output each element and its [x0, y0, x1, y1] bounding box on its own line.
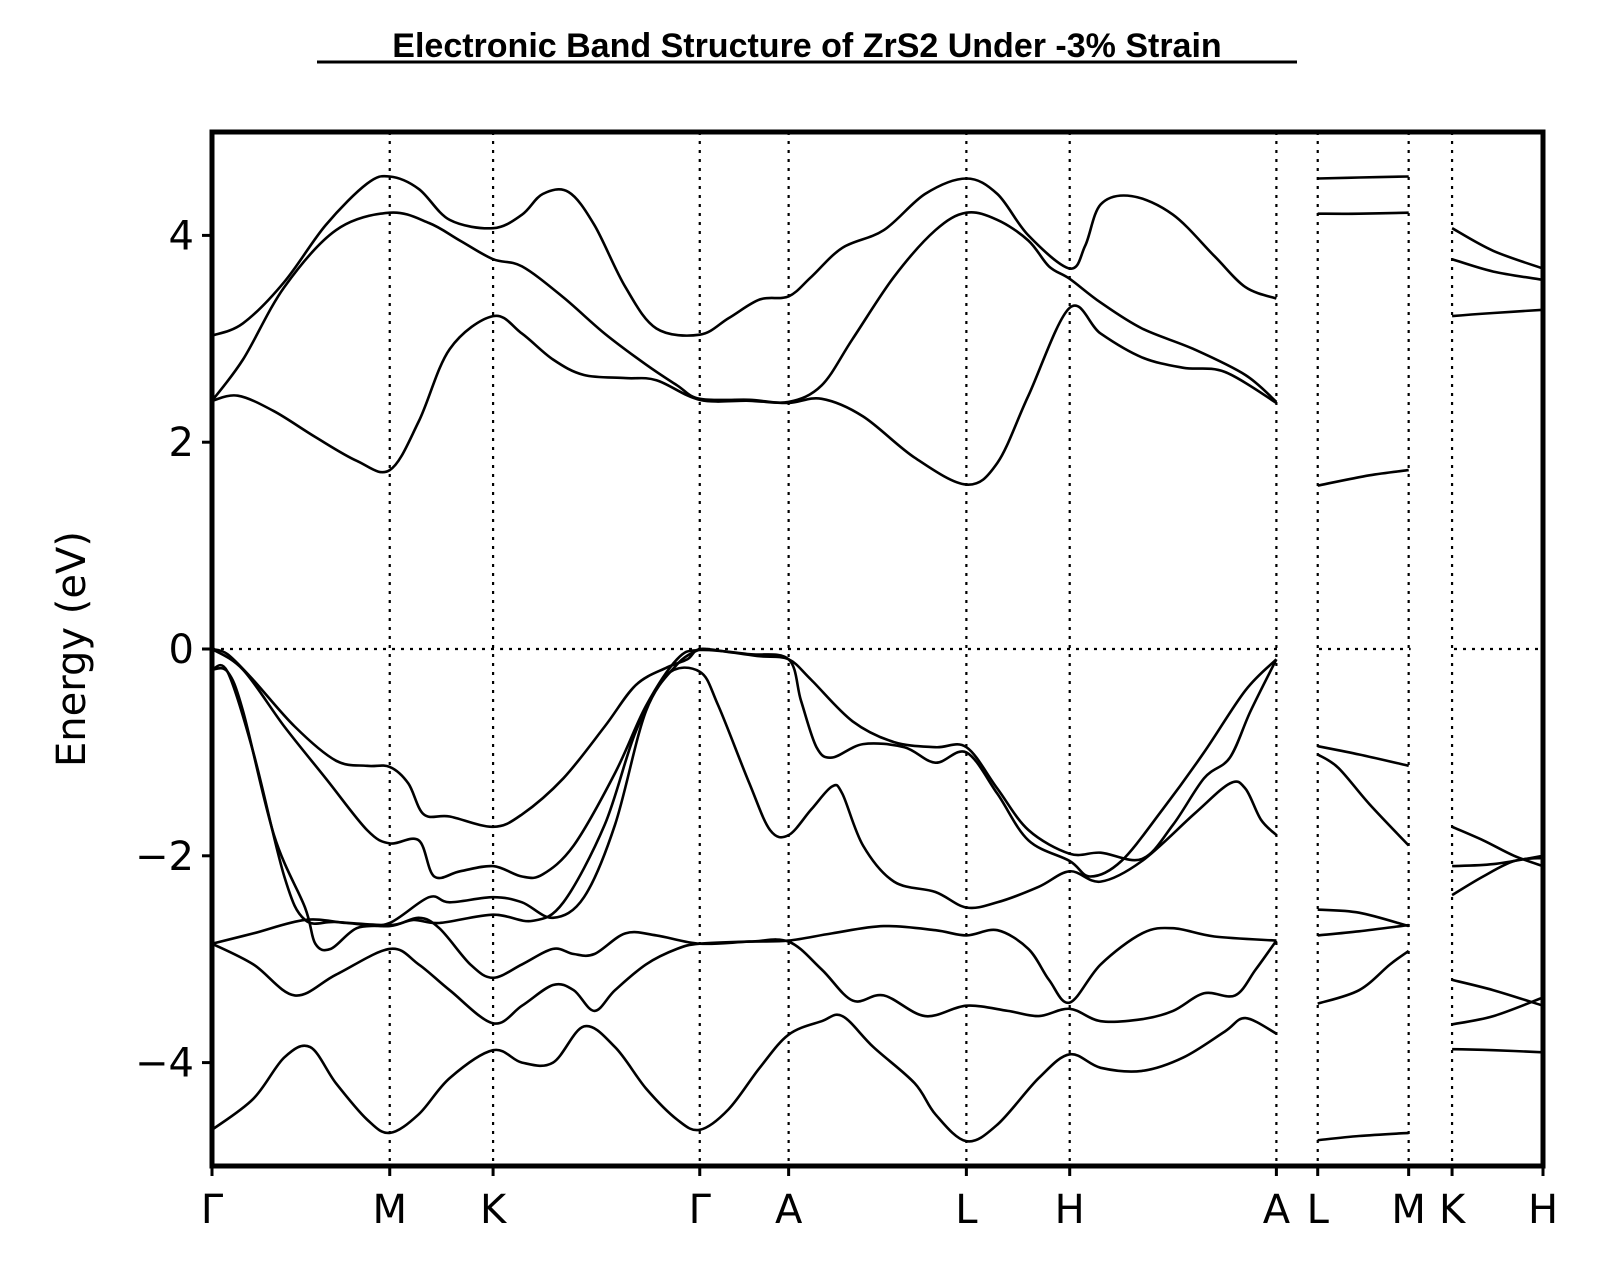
- band-line-K-H: [1451, 308, 1544, 318]
- band-line-main: [211, 174, 1277, 337]
- band-line-K-H: [1451, 825, 1544, 868]
- y-axis-label: Energy (eV): [49, 531, 95, 767]
- band-line-L-M: [1317, 753, 1410, 847]
- band-line-L-M: [1317, 1131, 1409, 1142]
- band-line-main: [211, 916, 1277, 1005]
- band-line-L-M: [1317, 211, 1409, 216]
- band-line-K-H: [1452, 1047, 1544, 1054]
- band-line-L-M: [1317, 949, 1410, 1005]
- x-tick-label: M: [372, 1187, 407, 1233]
- band-line-main: [211, 663, 1278, 927]
- band-line-main: [211, 304, 1278, 486]
- x-tick-label: Γ: [201, 1187, 224, 1233]
- y-tick-label: −4: [135, 1041, 194, 1087]
- band-line-L-M: [1317, 923, 1409, 937]
- x-tick-label: K: [1439, 1187, 1467, 1233]
- grid-lines: [388, 132, 1454, 1166]
- x-tick-label: Γ: [689, 1187, 712, 1233]
- path-break-gap: [1410, 132, 1451, 1166]
- band-line-L-M: [1317, 468, 1409, 487]
- band-line-K-H: [1451, 996, 1544, 1026]
- x-tick-label: L: [1307, 1187, 1330, 1233]
- band-line-L-M: [1317, 908, 1410, 928]
- y-tick-label: 2: [169, 420, 194, 466]
- x-tick-label: M: [1391, 1187, 1426, 1233]
- x-tick-label: K: [480, 1187, 508, 1233]
- band-lines: [210, 174, 1544, 1143]
- y-axis-ticks: −4 −2 0 2 4: [135, 213, 212, 1087]
- band-line-L-M: [1317, 175, 1409, 180]
- band-line-K-H: [1451, 227, 1544, 270]
- x-tick-label: H: [1528, 1187, 1558, 1233]
- band-line-main: [211, 647, 701, 952]
- x-tick-label: A: [1263, 1187, 1291, 1233]
- y-tick-label: −2: [135, 834, 194, 880]
- x-tick-label: H: [1055, 1187, 1085, 1233]
- chart-title: Electronic Band Structure of ZrS2 Under …: [392, 27, 1221, 65]
- band-line-main: [211, 647, 1278, 862]
- path-break-gap: [1278, 132, 1316, 1166]
- band-line-main: [211, 1013, 1278, 1143]
- path-breaks: [1278, 132, 1451, 1166]
- x-tick-label: L: [955, 1187, 978, 1233]
- band-line-main: [211, 938, 1278, 1025]
- band-line-L-M: [1317, 744, 1409, 768]
- y-tick-label: 4: [169, 213, 194, 259]
- y-tick-label: 0: [169, 627, 194, 673]
- band-line-K-H: [1451, 856, 1544, 897]
- band-line-K-H: [1451, 257, 1544, 282]
- x-tick-label: A: [775, 1187, 803, 1233]
- band-line-main: [211, 647, 1278, 880]
